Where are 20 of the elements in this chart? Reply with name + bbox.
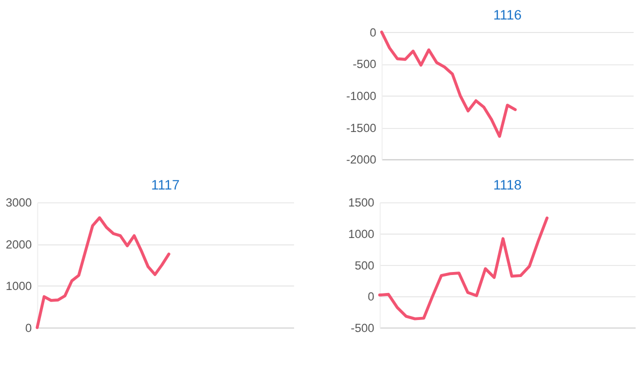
line-series xyxy=(378,216,549,320)
y-tick-label: -500 xyxy=(350,322,375,335)
y-tick-label: 1500 xyxy=(348,196,375,210)
y-tick-label: -2000 xyxy=(346,154,377,167)
y-tick-label: -1500 xyxy=(346,122,377,135)
chart-title: 1116 xyxy=(493,7,522,22)
y-tick-label: 2000 xyxy=(6,238,32,252)
y-tick-label: 0 xyxy=(25,322,32,335)
chart-title: 1117 xyxy=(151,178,180,193)
y-tick-label: 0 xyxy=(370,26,377,40)
y-tick-label: -500 xyxy=(352,58,377,72)
y-tick-label: 0 xyxy=(368,290,375,304)
y-tick-label: 3000 xyxy=(6,196,32,210)
line-series xyxy=(36,216,170,330)
y-tick-label: 1000 xyxy=(6,280,32,294)
y-tick-label: 1000 xyxy=(348,228,375,242)
line-series xyxy=(380,30,517,138)
chart-title: 1118 xyxy=(493,178,522,193)
y-tick-label: -1000 xyxy=(346,90,377,104)
y-tick-label: 500 xyxy=(354,259,375,272)
